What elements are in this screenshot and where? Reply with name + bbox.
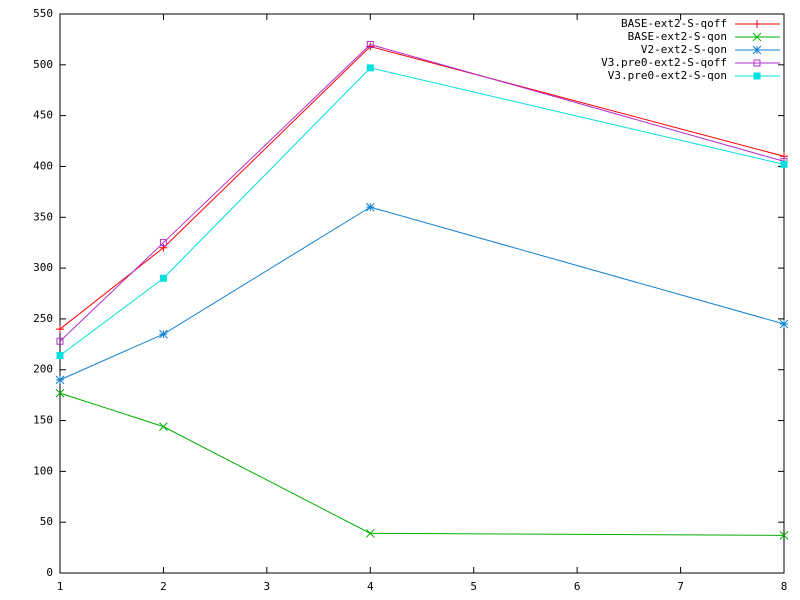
point-marker [780, 152, 788, 161]
legend-label: V2-ext2-S-qon [641, 43, 727, 56]
legend-label: V3.pre0-ext2-S-qon [608, 69, 727, 82]
series-line [59, 45, 785, 330]
point-marker [159, 243, 168, 252]
y-tick-label: 250 [33, 312, 53, 325]
point-marker [56, 325, 64, 334]
point-marker [780, 160, 788, 168]
point-marker [753, 59, 761, 67]
point-marker [55, 375, 65, 385]
x-tick-label: 5 [470, 580, 477, 593]
point-marker [159, 274, 167, 282]
y-tick-label: 100 [33, 464, 53, 477]
point-marker [56, 337, 64, 345]
point-marker [779, 531, 789, 540]
series [55, 388, 789, 540]
x-tick-label: 2 [160, 580, 167, 593]
y-tick-label: 150 [33, 414, 53, 427]
y-tick-label: 0 [46, 566, 53, 579]
x-tick-label: 7 [677, 580, 684, 593]
legend-label: BASE-ext2-S-qon [628, 30, 727, 43]
point-marker [365, 529, 375, 538]
series-line [59, 67, 785, 356]
x-tick-label: 8 [781, 580, 788, 593]
y-tick-label: 300 [33, 261, 53, 274]
series [55, 202, 789, 385]
y-tick-label: 350 [33, 210, 53, 223]
point-marker [366, 40, 374, 48]
point-marker [366, 64, 374, 72]
series [56, 64, 788, 359]
point-marker [159, 239, 167, 247]
point-marker [56, 351, 64, 359]
y-tick-label: 500 [33, 58, 53, 71]
point-marker [365, 202, 375, 212]
series-line [59, 392, 785, 536]
point-marker [55, 388, 65, 398]
y-tick-label: 550 [33, 7, 53, 20]
series [56, 42, 788, 334]
point-marker [752, 32, 762, 42]
point-marker [752, 45, 762, 55]
y-tick-label: 400 [33, 159, 53, 172]
x-tick-label: 3 [264, 580, 271, 593]
series [56, 40, 788, 345]
series-line [59, 206, 785, 381]
legend-label: BASE-ext2-S-qoff [621, 17, 727, 30]
y-tick-label: 200 [33, 363, 53, 376]
plot-border [59, 13, 785, 574]
point-marker [159, 329, 168, 339]
y-tick-label: 50 [40, 515, 53, 528]
x-tick-label: 1 [57, 580, 64, 593]
point-marker [753, 72, 761, 80]
point-marker [779, 319, 789, 329]
point-marker [159, 422, 168, 431]
point-marker [753, 20, 761, 28]
x-tick-label: 6 [574, 580, 581, 593]
legend-label: V3.pre0-ext2-S-qoff [601, 56, 727, 69]
x-tick-label: 4 [367, 580, 374, 593]
series-line [59, 43, 785, 342]
y-tick-label: 450 [33, 109, 53, 122]
